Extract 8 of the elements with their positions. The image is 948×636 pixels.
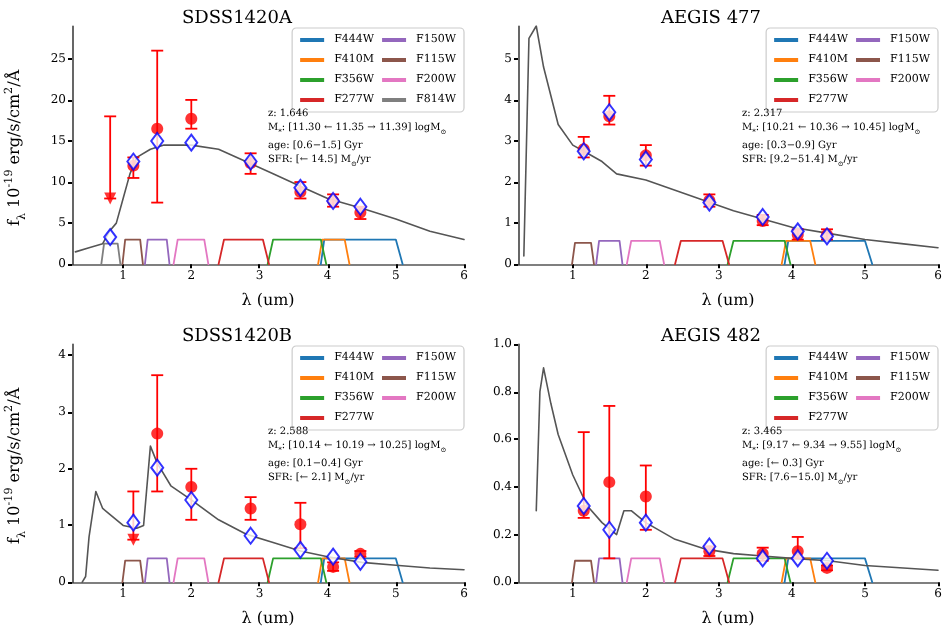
chart-title: AEGIS 477 <box>658 9 762 29</box>
chart-title: SDSS1420A <box>182 9 293 29</box>
x-axis-title: λ (um) <box>241 609 295 627</box>
x-axis-title: λ (um) <box>241 291 295 309</box>
x-axis-title: λ (um) <box>701 291 755 309</box>
chart-title: SDSS1420B <box>181 327 293 347</box>
x-axis-title: λ (um) <box>701 609 755 627</box>
chart-title: AEGIS 482 <box>658 327 762 347</box>
